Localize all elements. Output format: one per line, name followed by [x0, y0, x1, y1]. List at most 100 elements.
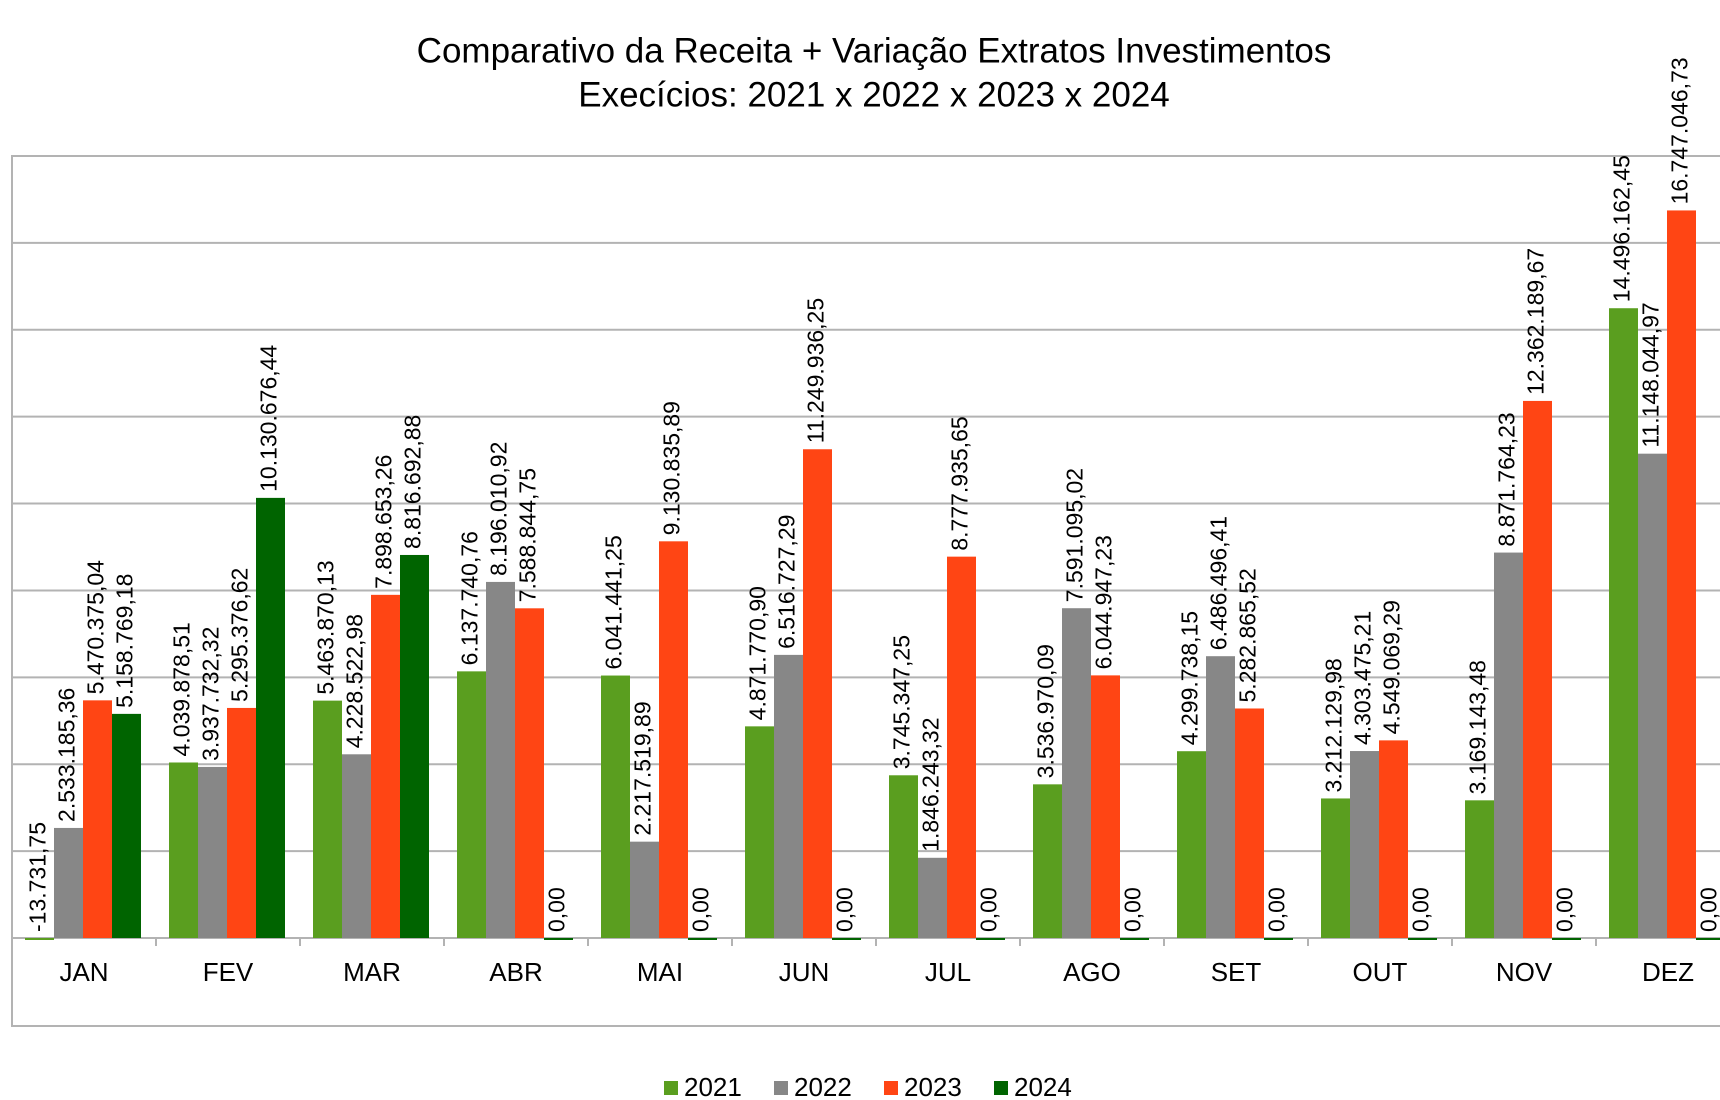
value-label: 6.516.727,29 [774, 515, 800, 649]
value-label: 5.282.865,52 [1235, 568, 1261, 702]
bar [400, 554, 429, 938]
value-label: 4.303.475,21 [1350, 611, 1376, 745]
bar [1264, 938, 1293, 940]
bar [1177, 751, 1206, 938]
value-label: 4.039.878,51 [169, 622, 195, 756]
bar [1321, 798, 1350, 938]
value-label: 0,00 [1264, 887, 1290, 932]
chart-title: Comparativo da Receita + Variação Extrat… [417, 31, 1332, 70]
bar [976, 938, 1005, 940]
value-label: 0,00 [1408, 887, 1434, 932]
value-label: 0,00 [1696, 887, 1720, 932]
bar [1379, 740, 1408, 938]
bar [371, 594, 400, 938]
value-label: -13.731,75 [25, 822, 51, 932]
bar [112, 713, 141, 938]
legend-label: 2022 [794, 1072, 852, 1100]
value-label: 6.486.496,41 [1206, 516, 1232, 650]
value-label: 3.169.143,48 [1465, 660, 1491, 794]
bar [1494, 552, 1523, 938]
bar [1523, 400, 1552, 939]
bar [342, 754, 371, 938]
value-label: 8.871.764,23 [1494, 412, 1520, 546]
x-tick-label: JUN [779, 957, 830, 987]
bar [54, 827, 83, 938]
bar [1552, 938, 1581, 940]
value-label: 7.898.653,26 [371, 455, 397, 589]
bar [745, 726, 774, 938]
bar [803, 449, 832, 938]
value-label: 4.299.738,15 [1177, 611, 1203, 745]
bar [25, 938, 54, 940]
value-label: 8.777.935,65 [947, 416, 973, 550]
bar [1465, 800, 1494, 938]
legend-swatch [994, 1081, 1008, 1095]
x-tick-label: AGO [1063, 957, 1121, 987]
bar [1091, 675, 1120, 938]
value-label: 16.747.046,73 [1667, 57, 1693, 204]
bar [198, 766, 227, 938]
x-tick-label: JUL [925, 957, 971, 987]
value-label: 0,00 [1552, 887, 1578, 932]
bar [659, 541, 688, 938]
bar [1033, 784, 1062, 938]
bar [774, 654, 803, 938]
bar [630, 841, 659, 938]
legend-swatch [774, 1081, 788, 1095]
x-tick-label: ABR [489, 957, 542, 987]
bar [688, 938, 717, 940]
legend-label: 2023 [904, 1072, 962, 1100]
bar [544, 938, 573, 940]
value-label: 2.217.519,89 [630, 701, 656, 835]
x-tick-label: SET [1211, 957, 1262, 987]
value-label: 6.044.947,23 [1091, 535, 1117, 669]
bar [1638, 453, 1667, 938]
value-label: 4.549.069,29 [1379, 600, 1405, 734]
value-label: 11.249.936,25 [803, 298, 829, 443]
x-tick-label: DEZ [1642, 957, 1694, 987]
value-label: 0,00 [688, 887, 714, 932]
x-tick-label: MAI [637, 957, 683, 987]
value-label: 6.137.740,76 [457, 531, 483, 665]
bar [515, 608, 544, 938]
bar [1667, 210, 1696, 939]
bar [1350, 751, 1379, 938]
bar [1696, 938, 1720, 940]
value-label: 8.816.692,88 [400, 415, 426, 549]
bar [1062, 608, 1091, 938]
legend-label: 2024 [1014, 1072, 1072, 1100]
bar [169, 762, 198, 938]
bar [486, 581, 515, 938]
bar [83, 700, 112, 938]
value-label: 3.536.970,09 [1033, 644, 1059, 778]
value-label: 10.130.676,44 [256, 345, 282, 492]
bar [1206, 656, 1235, 938]
bar [313, 700, 342, 938]
value-label: 9.130.835,89 [659, 401, 685, 535]
bar [1120, 938, 1149, 940]
legend-swatch [884, 1081, 898, 1095]
value-label: 3.212.129,98 [1321, 658, 1347, 792]
legend-swatch [664, 1081, 678, 1095]
bar [1609, 308, 1638, 938]
value-label: 5.295.376,62 [227, 568, 253, 702]
value-label: 3.937.732,32 [198, 627, 224, 761]
bar [832, 938, 861, 940]
x-tick-label: FEV [203, 957, 254, 987]
x-tick-label: OUT [1353, 957, 1408, 987]
x-tick-label: JAN [59, 957, 108, 987]
bar [947, 556, 976, 938]
bar [227, 707, 256, 938]
x-tick-label: NOV [1496, 957, 1553, 987]
value-label: 8.196.010,92 [486, 442, 512, 576]
value-label: 2.533.185,36 [54, 688, 80, 822]
value-label: 3.745.347,25 [889, 635, 915, 769]
bar [1408, 938, 1437, 940]
value-label: 5.463.870,13 [313, 560, 339, 694]
value-label: 5.158.769,18 [112, 574, 138, 708]
value-label: 11.148.044,97 [1638, 302, 1664, 447]
value-label: 4.228.522,98 [342, 614, 368, 748]
value-label: 7.591.095,02 [1062, 468, 1088, 602]
bar [889, 775, 918, 938]
